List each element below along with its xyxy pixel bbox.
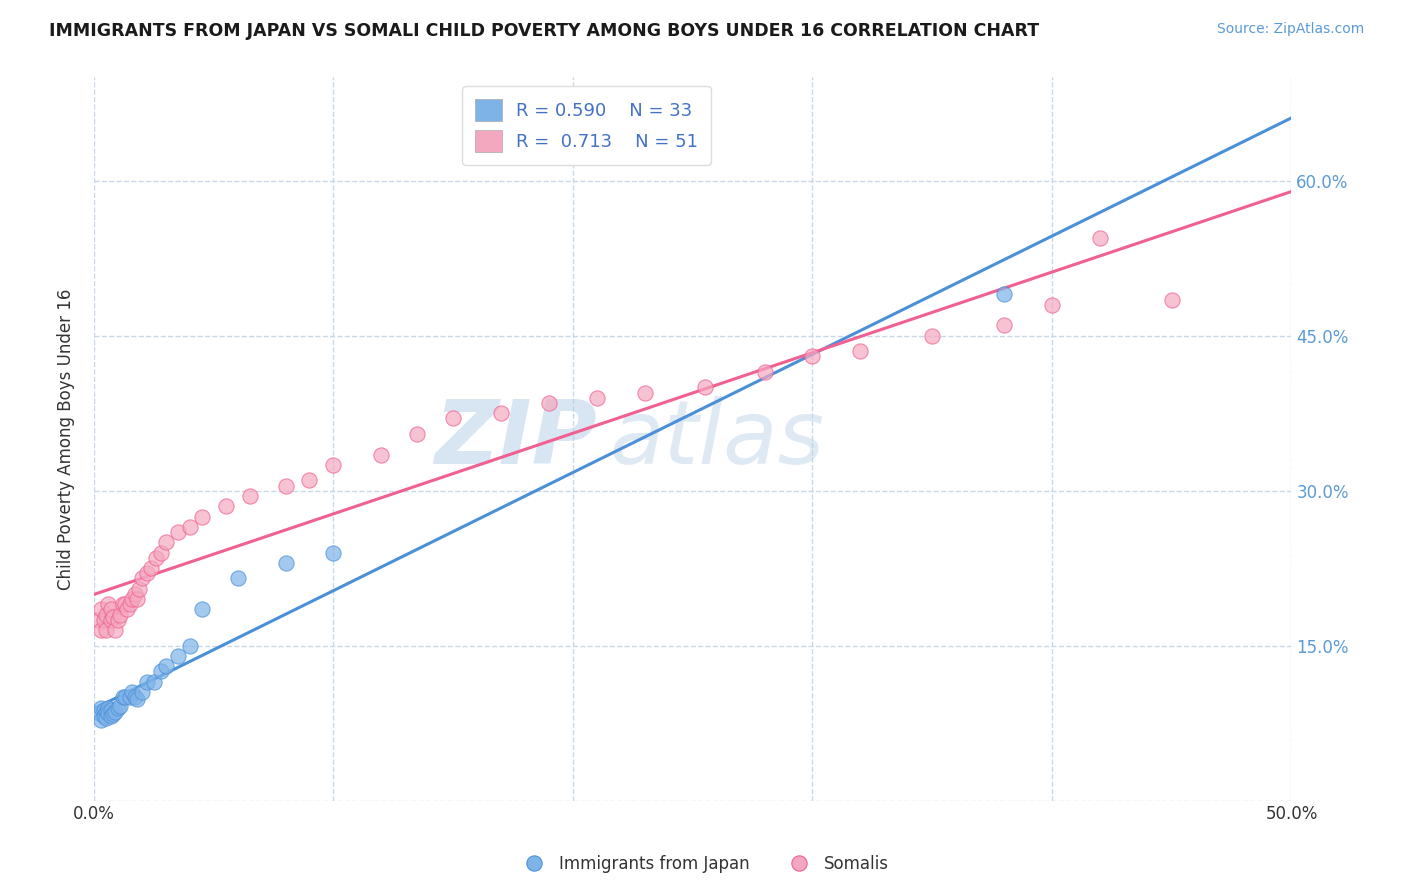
Point bbox=[406, 426, 429, 441]
Point bbox=[94, 705, 117, 719]
Point bbox=[441, 411, 464, 425]
Point bbox=[214, 499, 236, 513]
Point bbox=[150, 546, 173, 560]
Point bbox=[90, 713, 112, 727]
Y-axis label: Child Poverty Among Boys Under 16: Child Poverty Among Boys Under 16 bbox=[58, 288, 75, 590]
Point bbox=[110, 698, 132, 713]
Point bbox=[131, 572, 153, 586]
Point bbox=[124, 690, 146, 705]
Legend: R = 0.590    N = 33, R =  0.713    N = 51: R = 0.590 N = 33, R = 0.713 N = 51 bbox=[463, 87, 711, 165]
Point bbox=[118, 597, 141, 611]
Point bbox=[150, 665, 173, 679]
Point bbox=[100, 613, 122, 627]
Point bbox=[179, 520, 201, 534]
Point bbox=[104, 623, 127, 637]
Point bbox=[97, 597, 120, 611]
Point bbox=[128, 582, 150, 596]
Point bbox=[1160, 293, 1182, 307]
Point bbox=[110, 607, 132, 622]
Point bbox=[754, 365, 776, 379]
Point bbox=[166, 648, 188, 663]
Point bbox=[87, 706, 110, 720]
Point bbox=[370, 448, 392, 462]
Point bbox=[124, 587, 146, 601]
Legend: Immigrants from Japan, Somalis: Immigrants from Japan, Somalis bbox=[510, 848, 896, 880]
Point bbox=[97, 700, 120, 714]
Point bbox=[101, 609, 124, 624]
Point bbox=[125, 692, 148, 706]
Point bbox=[107, 613, 129, 627]
Point bbox=[145, 550, 167, 565]
Point bbox=[111, 597, 134, 611]
Point bbox=[166, 524, 188, 539]
Point bbox=[155, 659, 177, 673]
Point bbox=[114, 690, 136, 705]
Point bbox=[90, 623, 112, 637]
Text: IMMIGRANTS FROM JAPAN VS SOMALI CHILD POVERTY AMONG BOYS UNDER 16 CORRELATION CH: IMMIGRANTS FROM JAPAN VS SOMALI CHILD PO… bbox=[49, 22, 1039, 40]
Point bbox=[190, 602, 212, 616]
Point bbox=[104, 705, 127, 719]
Point bbox=[298, 474, 321, 488]
Point bbox=[100, 703, 122, 717]
Point bbox=[274, 556, 297, 570]
Point bbox=[322, 546, 344, 560]
Point bbox=[111, 690, 134, 705]
Point bbox=[274, 478, 297, 492]
Point bbox=[993, 287, 1015, 301]
Point bbox=[107, 700, 129, 714]
Point bbox=[117, 602, 139, 616]
Point bbox=[1088, 230, 1111, 244]
Point bbox=[121, 685, 143, 699]
Point bbox=[142, 674, 165, 689]
Point bbox=[100, 602, 122, 616]
Point bbox=[131, 685, 153, 699]
Point bbox=[993, 318, 1015, 333]
Point bbox=[634, 385, 657, 400]
Point bbox=[93, 709, 115, 723]
Point bbox=[190, 509, 212, 524]
Point bbox=[93, 703, 115, 717]
Point bbox=[121, 592, 143, 607]
Point bbox=[90, 602, 112, 616]
Point bbox=[226, 572, 249, 586]
Point bbox=[135, 566, 157, 581]
Point bbox=[90, 700, 112, 714]
Point bbox=[94, 607, 117, 622]
Point bbox=[849, 344, 872, 359]
Point bbox=[322, 458, 344, 472]
Point bbox=[489, 406, 512, 420]
Point bbox=[93, 613, 115, 627]
Point bbox=[921, 328, 943, 343]
Point bbox=[586, 391, 609, 405]
Point bbox=[155, 535, 177, 549]
Point bbox=[179, 639, 201, 653]
Text: atlas: atlas bbox=[609, 396, 824, 482]
Point bbox=[94, 623, 117, 637]
Point bbox=[114, 597, 136, 611]
Point bbox=[87, 613, 110, 627]
Text: Source: ZipAtlas.com: Source: ZipAtlas.com bbox=[1216, 22, 1364, 37]
Point bbox=[239, 489, 262, 503]
Point bbox=[141, 561, 163, 575]
Point bbox=[135, 674, 157, 689]
Point bbox=[693, 380, 716, 394]
Point bbox=[100, 709, 122, 723]
Text: ZIP: ZIP bbox=[434, 395, 598, 483]
Point bbox=[94, 711, 117, 725]
Point bbox=[97, 706, 120, 720]
Point bbox=[101, 706, 124, 721]
Point bbox=[801, 350, 824, 364]
Point bbox=[1040, 298, 1063, 312]
Point bbox=[537, 396, 560, 410]
Point bbox=[118, 690, 141, 705]
Point bbox=[125, 592, 148, 607]
